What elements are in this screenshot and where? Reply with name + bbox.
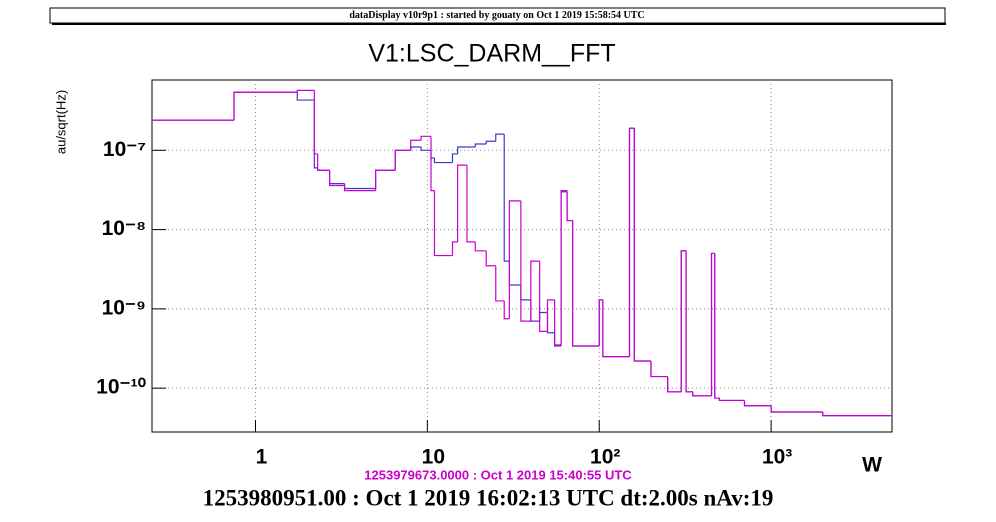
- step-segment: [602, 299, 630, 358]
- step-segment: [508, 261, 521, 286]
- step-segment: [485, 250, 496, 267]
- step-segment: [508, 200, 521, 319]
- step-segment: [554, 299, 562, 347]
- x-tick-label: 10³: [762, 446, 792, 469]
- step-segment: [560, 190, 568, 347]
- step-segment: [313, 90, 318, 155]
- step-segment: [466, 165, 476, 243]
- step-segment: [451, 241, 458, 256]
- step-segment: [495, 265, 505, 302]
- step-segment: [233, 91, 298, 121]
- step-segment: [375, 169, 396, 189]
- step-segment: [743, 400, 772, 407]
- step-segment: [394, 149, 411, 171]
- step-segment: [822, 412, 892, 417]
- step-segment: [430, 136, 435, 192]
- x-axis-label: W: [862, 454, 882, 477]
- step-segment: [650, 361, 668, 378]
- y-tick-label: 10⁻⁹: [102, 296, 146, 319]
- step-segment: [329, 170, 345, 187]
- step-segment: [598, 299, 603, 347]
- step-segment: [546, 299, 555, 332]
- step-segment: [566, 191, 573, 222]
- step-segment: [503, 300, 510, 320]
- step-segment: [433, 190, 453, 257]
- step-segment: [375, 169, 396, 191]
- header: dataDisplay v10r9p1 : started by gouaty …: [349, 10, 644, 21]
- step-segment: [344, 185, 376, 192]
- step-segment: [572, 220, 600, 347]
- step-segment: [685, 250, 693, 393]
- step-segment: [566, 190, 573, 222]
- step-segment: [296, 92, 315, 101]
- step-segment: [743, 400, 772, 407]
- current-time: 1253980951.00 : Oct 1 2019 16:02:13 UTC …: [203, 485, 774, 510]
- step-segment: [546, 312, 555, 334]
- step-segment: [680, 250, 687, 392]
- x-tick-label: 1: [256, 446, 268, 469]
- step-segment: [770, 405, 823, 413]
- step-segment: [394, 149, 411, 171]
- step-segment: [233, 91, 298, 121]
- step-segment: [680, 250, 687, 392]
- reference-time: 1253979673.0000 : Oct 1 2019 15:40:55 UT…: [364, 467, 632, 482]
- step-segment: [485, 140, 496, 145]
- step-segment: [633, 128, 651, 362]
- step-segment: [530, 299, 540, 322]
- x-tick-label: 10²: [590, 446, 620, 469]
- step-segment: [317, 153, 330, 171]
- step-segment: [633, 128, 651, 362]
- step-segment: [692, 391, 712, 397]
- x-tick-label: 10: [422, 446, 445, 469]
- y-tick-label: 10⁻⁷: [103, 138, 146, 161]
- step-segment: [714, 253, 720, 399]
- step-segment: [520, 285, 531, 301]
- step-segment: [770, 405, 823, 413]
- step-segment: [602, 299, 630, 358]
- step-segment: [560, 191, 568, 346]
- step-segment: [650, 361, 668, 378]
- step-segment: [433, 157, 453, 164]
- step-segment: [451, 153, 458, 163]
- step-segment: [718, 398, 745, 402]
- step-segment: [710, 252, 715, 396]
- step-segment: [692, 391, 712, 397]
- step-segment: [457, 164, 467, 242]
- step-segment: [520, 200, 531, 322]
- step-segment: [410, 139, 422, 151]
- step-segment: [714, 253, 720, 399]
- step-segment: [667, 376, 682, 393]
- chart-title: V1:LSC_DARM__FFT: [368, 40, 615, 68]
- y-tick-label: 10⁻⁸: [102, 217, 146, 240]
- y-tick-label: 10⁻¹⁰: [96, 376, 146, 399]
- plot-frame: [151, 79, 893, 433]
- step-segment: [667, 376, 682, 393]
- step-segment: [685, 250, 693, 393]
- step-segment: [329, 170, 345, 185]
- step-segment: [457, 146, 467, 154]
- step-segment: [420, 147, 432, 151]
- step-segment: [503, 134, 510, 262]
- step-segment: [539, 261, 548, 332]
- step-segment: [344, 183, 376, 190]
- step-segment: [572, 220, 600, 347]
- step-segment: [474, 143, 487, 148]
- step-segment: [495, 133, 505, 142]
- step-segment: [539, 311, 548, 322]
- step-segment: [420, 135, 432, 141]
- step-segment: [628, 127, 635, 357]
- step-segment: [554, 332, 562, 346]
- step-segment: [628, 127, 635, 357]
- y-axis-label: au/sqrt(Hz): [53, 90, 68, 154]
- step-segment: [296, 89, 315, 93]
- step-segment: [474, 241, 487, 252]
- step-segment: [530, 260, 540, 322]
